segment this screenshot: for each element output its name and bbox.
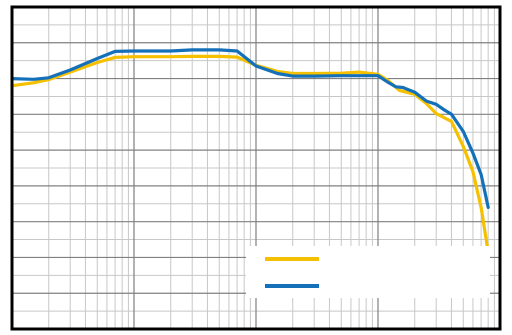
series-line-1 [10, 54, 490, 254]
legend-box [246, 246, 490, 298]
plot-frame [10, 5, 502, 331]
series-line-2 [10, 48, 490, 209]
series-group [10, 48, 490, 254]
legend [246, 246, 490, 298]
